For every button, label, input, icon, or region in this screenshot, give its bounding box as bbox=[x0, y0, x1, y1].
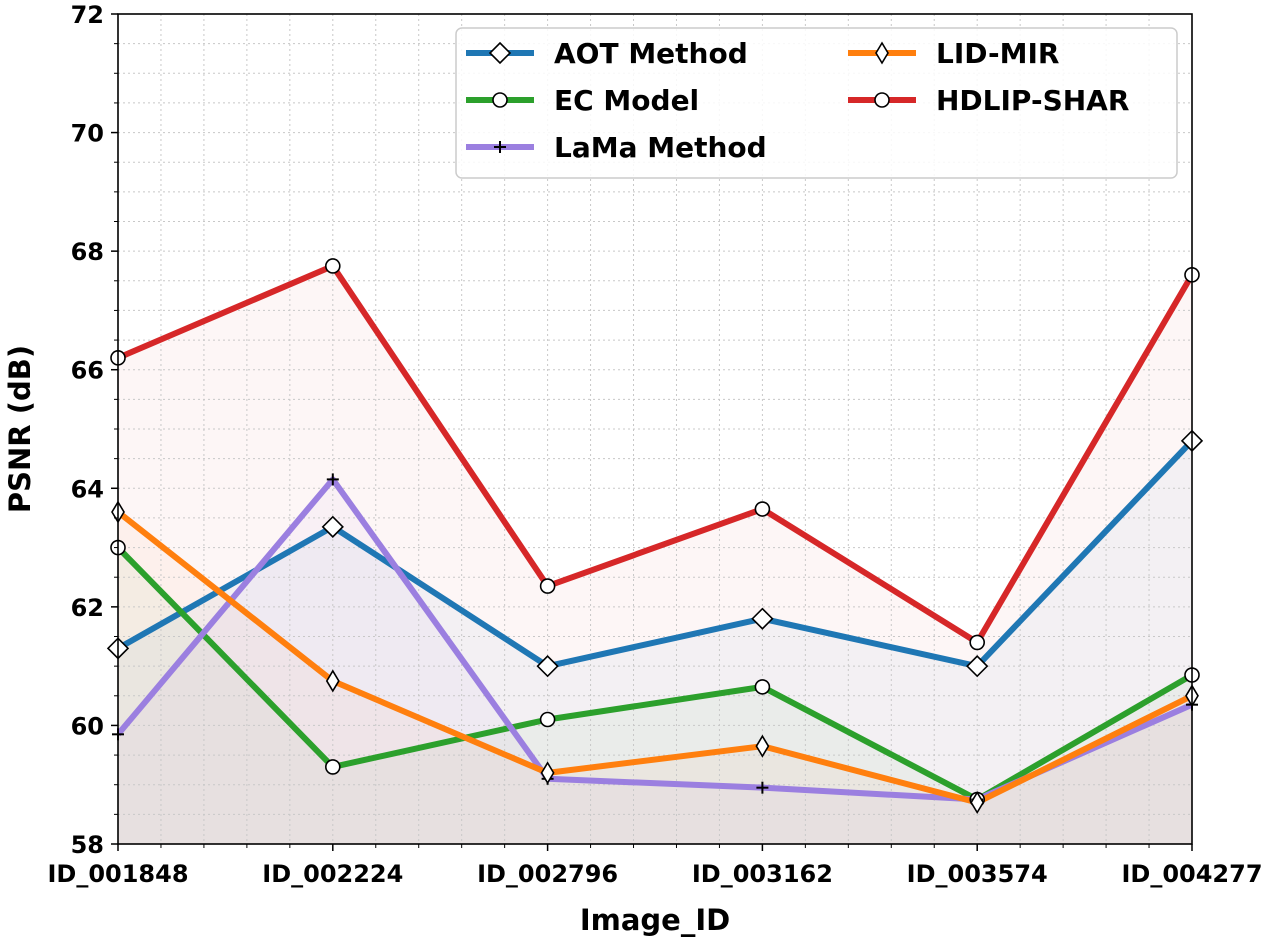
legend-entry-3: LID-MIR bbox=[848, 37, 1059, 70]
legend-label: EC Model bbox=[554, 84, 699, 117]
data-point bbox=[539, 711, 556, 728]
data-point bbox=[325, 669, 340, 693]
area-fill-4 bbox=[118, 265, 1192, 844]
legend-label: HDLIP-SHAR bbox=[936, 84, 1129, 117]
axis-ticks bbox=[111, 13, 1193, 851]
legend-label: AOT Method bbox=[554, 37, 748, 70]
x-tick-label: ID_002224 bbox=[262, 860, 403, 888]
data-point bbox=[754, 679, 771, 695]
data-point bbox=[970, 790, 985, 815]
x-tick-labels: ID_001848 ID_002224 ID_002796 ID_003162 ID_0… bbox=[47, 860, 1262, 888]
data-point bbox=[540, 761, 555, 785]
series-lines bbox=[118, 262, 1192, 806]
series-markers bbox=[106, 258, 1204, 815]
series-line-0 bbox=[118, 438, 1192, 670]
legend-marker bbox=[492, 92, 508, 108]
legend-marker bbox=[875, 41, 889, 65]
y-tick-label: 58 bbox=[71, 831, 104, 859]
legend-box bbox=[455, 27, 1178, 179]
data-point bbox=[755, 734, 770, 758]
legend-entry-2: LaMa Method bbox=[466, 131, 767, 164]
series-line-4 bbox=[118, 262, 1192, 646]
data-point bbox=[969, 634, 986, 651]
series-line-3 bbox=[118, 509, 1192, 806]
x-tick-label: ID_004277 bbox=[1121, 860, 1262, 888]
area-fill-3 bbox=[118, 512, 1192, 844]
y-tick-labels: 58 60 62 64 66 68 70 72 bbox=[71, 1, 104, 859]
y-tick-label: 64 bbox=[71, 475, 104, 503]
x-tick-label: ID_001848 bbox=[47, 860, 188, 888]
y-tick-label: 72 bbox=[71, 1, 104, 29]
legend-marker bbox=[488, 41, 512, 65]
legend-label: LaMa Method bbox=[554, 131, 767, 164]
grid-lines bbox=[118, 14, 1192, 844]
data-point bbox=[751, 607, 774, 630]
legend-entry-0: AOT Method bbox=[466, 37, 748, 70]
y-tick-label: 68 bbox=[71, 238, 104, 266]
y-tick-label: 66 bbox=[71, 357, 104, 385]
y-axis-label: PSNR (dB) bbox=[3, 345, 37, 513]
legend-label: LID-MIR bbox=[936, 37, 1059, 70]
x-tick-label: ID_002796 bbox=[477, 860, 618, 888]
legend-marker bbox=[874, 92, 890, 108]
data-point bbox=[324, 258, 341, 274]
x-tick-label: ID_003574 bbox=[907, 860, 1048, 888]
legend-entry-4: HDLIP-SHAR bbox=[848, 84, 1129, 117]
legend: AOT Method EC Model LaMa Method LID-MIR HDLI… bbox=[455, 27, 1178, 179]
series-line-1 bbox=[118, 545, 1192, 803]
data-point bbox=[321, 515, 344, 538]
data-point bbox=[754, 501, 771, 517]
y-tick-label: 60 bbox=[71, 712, 104, 740]
area-fill-1 bbox=[118, 547, 1192, 844]
data-point bbox=[966, 655, 989, 678]
y-tick-label: 62 bbox=[71, 594, 104, 622]
legend-entry-1: EC Model bbox=[466, 84, 699, 117]
data-point bbox=[539, 578, 556, 594]
data-point bbox=[756, 781, 769, 794]
data-point bbox=[536, 655, 559, 678]
legend-marker bbox=[494, 141, 506, 153]
y-tick-label: 70 bbox=[71, 120, 104, 148]
x-tick-label: ID_003162 bbox=[692, 860, 833, 888]
x-axis-label: Image_ID bbox=[580, 903, 730, 937]
data-point bbox=[326, 473, 339, 486]
data-point bbox=[324, 759, 341, 775]
